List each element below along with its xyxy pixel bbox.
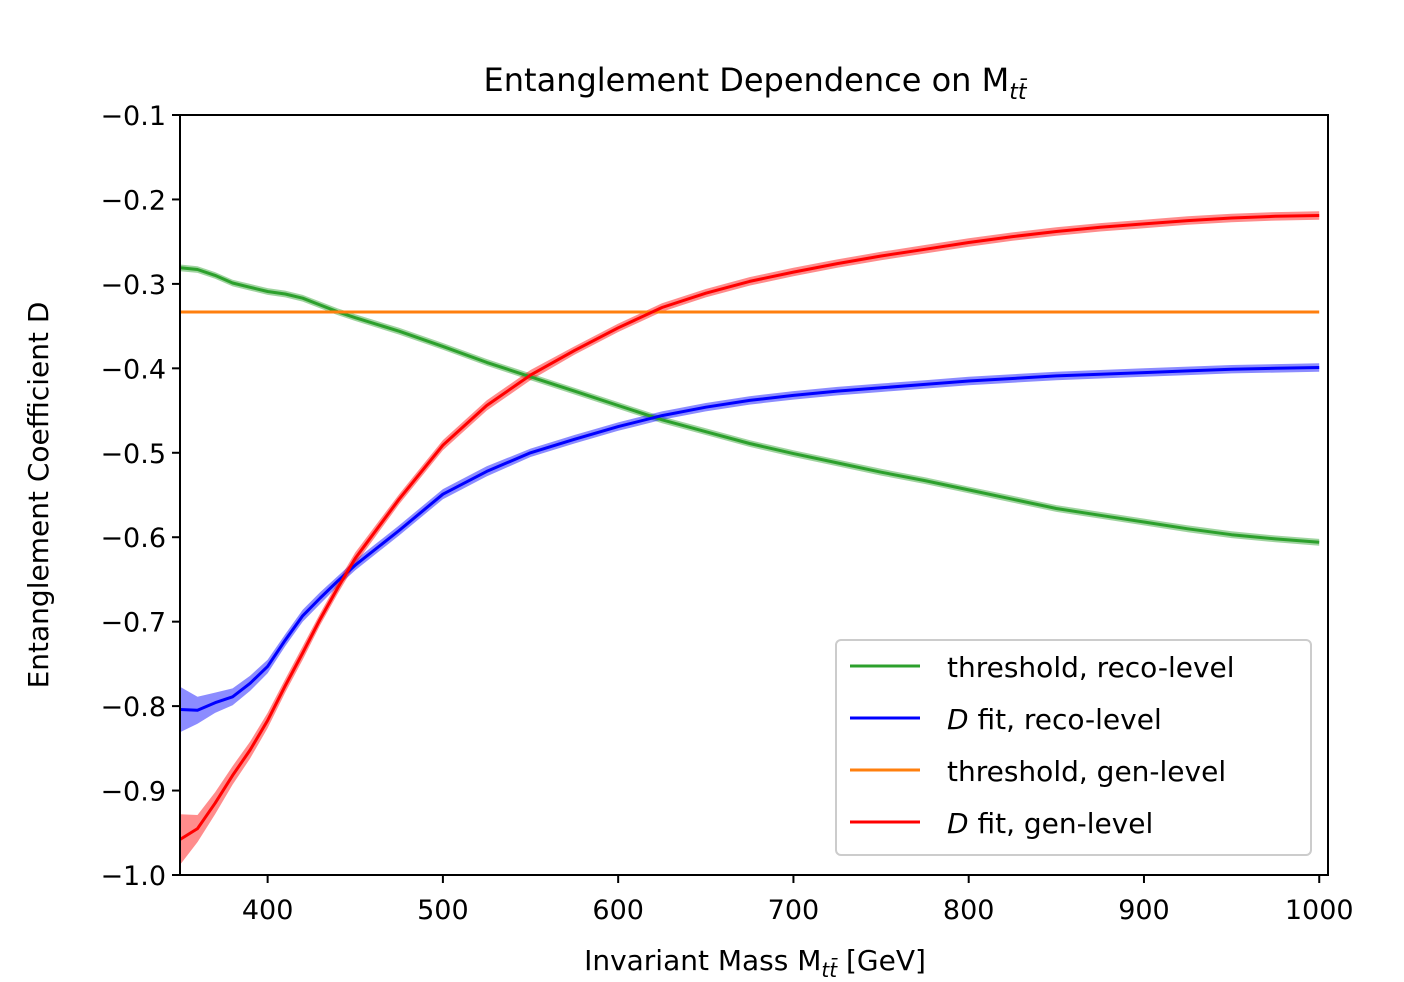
y-tick-label: −0.3 (100, 270, 166, 301)
y-tick-label: −0.6 (100, 523, 166, 554)
x-axis-ticks: 400 500 600 700 800 900 1000 (242, 875, 1354, 926)
x-tick-label: 400 (242, 895, 294, 926)
y-tick-label: −1.0 (100, 861, 166, 892)
x-axis-label: Invariant Mass Mtt̄ [GeV] (584, 944, 926, 982)
y-tick-label: −0.5 (100, 439, 166, 470)
y-tick-label: −0.4 (100, 354, 166, 385)
chart-title: Entanglement Dependence on Mtt̄ (484, 61, 1028, 105)
x-tick-label: 800 (943, 895, 995, 926)
y-axis-ticks: −1.0 −0.9 −0.8 −0.7 −0.6 −0.5 −0.4 −0.3 −0.2 −0.1 (100, 101, 180, 892)
legend-label-dfit-reco: D fit, reco-level (947, 703, 1162, 736)
y-tick-label: −0.9 (100, 777, 166, 808)
y-tick-label: −0.7 (100, 608, 166, 639)
plot-area-frame (179, 114, 1329, 876)
x-axis-label-sub: tt̄ (821, 957, 838, 982)
line-d-fit-gen-level (179, 214, 1320, 841)
y-tick-label: −0.2 (100, 185, 166, 216)
line-threshold-reco-level (179, 266, 1320, 544)
x-axis-label-suffix: [GeV] (837, 944, 926, 977)
x-tick-label: 900 (1118, 895, 1170, 926)
x-tick-label: 500 (417, 895, 469, 926)
chart-title-sub: tt̄ (1009, 79, 1028, 105)
x-tick-label: 700 (768, 895, 820, 926)
legend-label-dfit-gen: D fit, gen-level (947, 807, 1153, 840)
y-tick-label: −0.1 (100, 101, 166, 132)
line-d-fit-reco-level (179, 366, 1320, 712)
legend: threshold, reco-level D fit, reco-level … (835, 639, 1312, 856)
legend-label-threshold-gen: threshold, gen-level (947, 755, 1226, 788)
legend-box (835, 639, 1312, 856)
x-tick-label: 600 (592, 895, 644, 926)
series-lines (179, 214, 1320, 841)
legend-label-threshold-reco: threshold, reco-level (947, 651, 1235, 684)
y-axis-label: Entanglement Coefficient D (22, 302, 55, 689)
y-tick-label: −0.8 (100, 692, 166, 723)
x-tick-label: 1000 (1285, 895, 1354, 926)
